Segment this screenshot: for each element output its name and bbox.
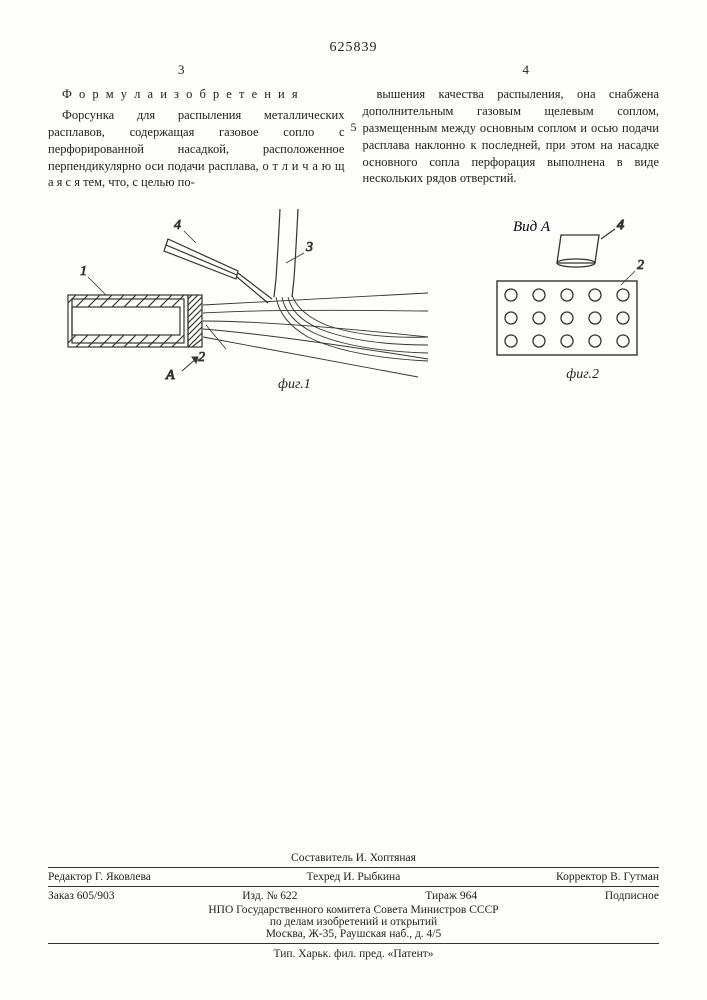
perforation-hole: [505, 335, 517, 347]
patent-page: 625839 3 4 5 Ф о р м у л а и з о б р е т…: [0, 0, 707, 1000]
fig2-callout-4: 4: [617, 218, 624, 233]
perforation-hole: [505, 289, 517, 301]
column-page-numbers: 3 4: [48, 62, 659, 78]
editorial-row: Редактор Г. Яковлева Техред И. Рыбкина К…: [48, 871, 659, 883]
perforation-hole: [617, 335, 629, 347]
left-paragraph: Форсунка для распыления металлических ра…: [48, 107, 345, 191]
perforation-hole: [617, 289, 629, 301]
left-col-num: 3: [178, 62, 185, 78]
line-number-5: 5: [351, 120, 357, 135]
callout-2: 2: [198, 350, 205, 365]
techred: Техред И. Рыбкина: [307, 871, 401, 883]
footer-rule-3: [48, 943, 659, 944]
callout-3: 3: [305, 240, 313, 255]
fig1-label: фиг.1: [278, 377, 311, 393]
view-arrow-A: A: [165, 368, 175, 383]
claim-title: Ф о р м у л а и з о б р е т е н и я: [48, 86, 345, 103]
address: Москва, Ж-35, Раушская наб., д. 4/5: [48, 928, 659, 940]
perforation-hole: [589, 289, 601, 301]
subscription: Подписное: [605, 890, 659, 902]
perforation-hole: [561, 335, 573, 347]
figure-1: 1 2 3 4 A: [48, 209, 428, 399]
fig2-title: Вид А: [513, 219, 551, 235]
perforation-hole: [617, 312, 629, 324]
tirazh: Тираж 964: [425, 890, 477, 902]
org-line-2: по делам изобретений и открытий: [48, 916, 659, 928]
corrector: Корректор В. Гутман: [556, 871, 659, 883]
footer-rule-1: [48, 867, 659, 868]
izd-no: Изд. № 622: [242, 890, 297, 902]
perforation-hole: [561, 312, 573, 324]
fig2-callout-2: 2: [637, 258, 644, 273]
perforation-hole: [505, 312, 517, 324]
perforation-hole: [589, 335, 601, 347]
callout-4: 4: [174, 218, 181, 233]
print-run-row: Заказ 605/903 Изд. № 622 Тираж 964 Подпи…: [48, 890, 659, 902]
perforation-hole: [533, 335, 545, 347]
printer: Тип. Харьк. фил. пред. «Патент»: [48, 948, 659, 960]
figures-area: 1 2 3 4 A фиг.1 Вид А: [48, 209, 659, 399]
right-paragraph: вышения качества распыления, она снабжен…: [363, 86, 660, 187]
footer-block: Составитель И. Хоптяная Редактор Г. Яков…: [48, 852, 659, 960]
right-column: вышения качества распыления, она снабжен…: [363, 86, 660, 191]
text-columns: Ф о р м у л а и з о б р е т е н и я Форс…: [48, 86, 659, 191]
perforation-hole: [561, 289, 573, 301]
figure-2: Вид А 4 2: [469, 215, 659, 385]
perforation-hole: [589, 312, 601, 324]
callout-1: 1: [80, 264, 87, 279]
org-line-1: НПО Государственного комитета Совета Мин…: [48, 904, 659, 916]
fig2-label: фиг.2: [566, 367, 599, 383]
left-column: Ф о р м у л а и з о б р е т е н и я Форс…: [48, 86, 345, 191]
footer-rule-2: [48, 886, 659, 887]
compiler: Составитель И. Хоптяная: [48, 852, 659, 864]
perforation-hole: [533, 289, 545, 301]
editor: Редактор Г. Яковлева: [48, 871, 151, 883]
perforation-hole: [533, 312, 545, 324]
patent-number: 625839: [48, 40, 659, 56]
order-no: Заказ 605/903: [48, 890, 115, 902]
right-col-num: 4: [523, 62, 530, 78]
